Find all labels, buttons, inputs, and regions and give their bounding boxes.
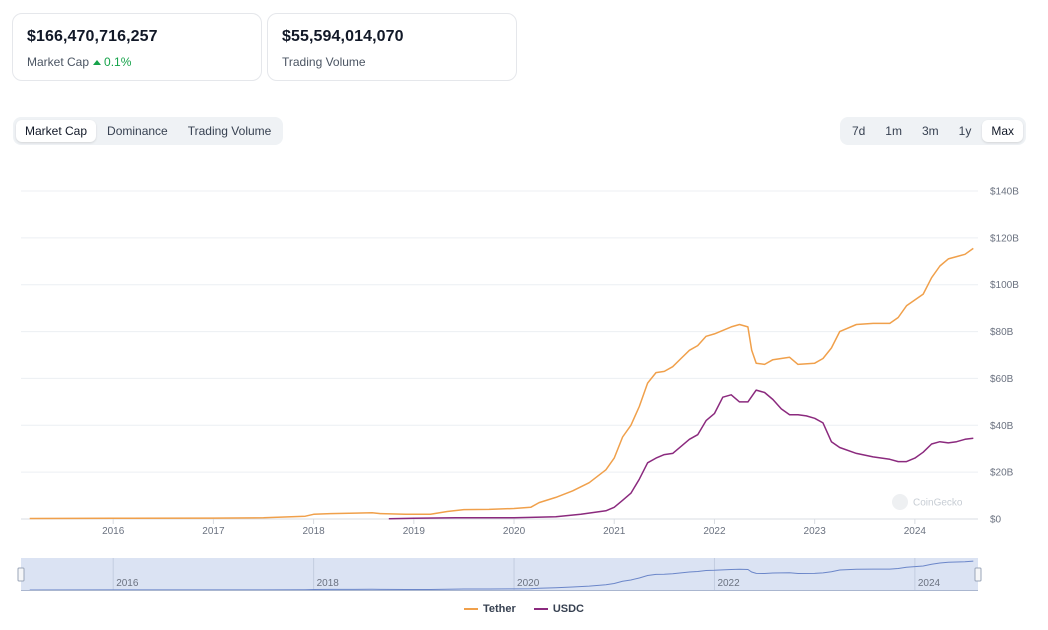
x-tick-label: 2017	[202, 526, 225, 537]
market-cap-value: $166,470,716,257	[27, 28, 158, 45]
x-tick-label: 2021	[603, 526, 626, 537]
market-cap-label: Market Cap	[27, 55, 90, 69]
trading-volume-label-row: Trading Volume	[282, 55, 502, 69]
legend-label: USDC	[552, 603, 584, 615]
y-tick-label: $40B	[990, 421, 1014, 432]
x-tick-label: 2023	[804, 526, 827, 537]
navigator-series-line	[29, 560, 974, 591]
legend-label: Tether	[483, 603, 516, 615]
navigator-tick-label: 2020	[517, 578, 540, 589]
watermark-text: CoinGecko	[913, 498, 963, 509]
x-tick-label: 2019	[403, 526, 426, 537]
y-tick-label: $100B	[990, 280, 1019, 291]
x-tick-label: 2016	[102, 526, 125, 537]
tab-trading-volume[interactable]: Trading Volume	[187, 124, 272, 138]
navigator-left-handle[interactable]	[17, 567, 25, 582]
y-tick-label: $60B	[990, 374, 1014, 385]
y-tick-label: $120B	[990, 233, 1019, 244]
y-axis-ticks: $0 $20B $40B $60B $80B $100B $120B $140B	[990, 187, 1019, 526]
y-tick-label: $20B	[990, 468, 1014, 479]
coingecko-logo-icon	[892, 494, 908, 510]
market-cap-chart[interactable]: $0$20B$40B$60B$80B$100B$120B$140B 2016 20…	[0, 0, 1048, 600]
x-tick-label: 2020	[503, 526, 526, 537]
market-cap-label-row: Market Cap 0.1%	[27, 55, 247, 69]
legend-item-usdc[interactable]: USDC	[533, 603, 584, 615]
legend-swatch	[533, 608, 548, 610]
legend-item-tether[interactable]: Tether	[464, 603, 516, 615]
x-tick-label: 2022	[703, 526, 726, 537]
series-line-tether[interactable]	[29, 247, 974, 520]
range-1m[interactable]: 1m	[885, 124, 902, 138]
view-toggle: Market Cap Dominance Trading Volume	[13, 117, 284, 145]
legend-swatch	[464, 608, 478, 610]
range-7d[interactable]: 7d	[851, 124, 866, 138]
range-toggle: 7d 1m 3m 1y Max	[839, 117, 1026, 145]
x-axis-ticks: 2016 2017 2018 2019 2020 2021 2022 2023 2024	[102, 519, 926, 537]
chart-navigator[interactable]: 2016 2018 2020 2022 2024	[17, 558, 982, 591]
trading-volume-label: Trading Volume	[282, 55, 366, 69]
chart-grid	[21, 190, 978, 520]
y-tick-label: $80B	[990, 327, 1014, 338]
navigator-tick-label: 2024	[918, 578, 941, 589]
navigator-tick-label: 2022	[717, 578, 740, 589]
range-3m[interactable]: 3m	[921, 124, 939, 138]
range-1y[interactable]: 1y	[958, 124, 972, 138]
navigator-tick-label: 2018	[317, 578, 340, 589]
market-cap-change-value: 0.1%	[104, 55, 132, 69]
range-max[interactable]: Max	[982, 120, 1023, 142]
chart-legend: Tether USDC	[0, 603, 1048, 615]
trading-volume-card: $55,594,014,070 Trading Volume	[267, 13, 517, 81]
caret-up-icon	[93, 59, 102, 65]
series-line-usdc[interactable]	[388, 389, 974, 520]
navigator-tick-label: 2016	[116, 578, 139, 589]
chart-watermark: CoinGecko	[892, 494, 963, 510]
y-tick-label: $140B	[990, 187, 1019, 198]
trading-volume-value: $55,594,014,070	[282, 28, 404, 45]
market-cap-card: $166,470,716,257 Market Cap 0.1%	[12, 13, 262, 81]
x-tick-label: 2018	[302, 526, 325, 537]
chart-series	[29, 247, 974, 520]
tab-dominance[interactable]: Dominance	[107, 124, 168, 138]
y-tick-label: $0	[990, 515, 1002, 526]
tab-market-cap[interactable]: Market Cap	[16, 120, 97, 142]
navigator-selection[interactable]	[21, 558, 978, 591]
x-tick-label: 2024	[904, 526, 927, 537]
navigator-ticks: 2016 2018 2020 2022 2024	[112, 558, 941, 591]
navigator-right-handle[interactable]	[974, 567, 982, 582]
market-cap-change: 0.1%	[93, 55, 131, 69]
